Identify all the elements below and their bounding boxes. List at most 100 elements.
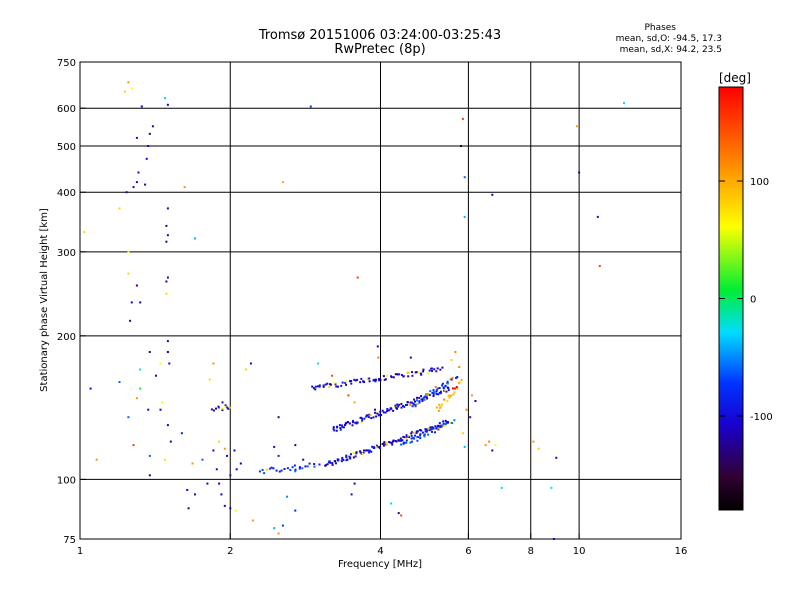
- x-axis-label: Frequency [MHz]: [338, 559, 422, 570]
- data-point: [446, 421, 449, 424]
- data-point: [400, 514, 403, 517]
- data-point: [368, 451, 370, 454]
- data-point: [418, 396, 421, 399]
- data-point: [375, 446, 378, 449]
- data-point: [384, 411, 387, 414]
- plot-area: [79, 61, 682, 540]
- data-point: [218, 440, 221, 443]
- data-point: [420, 372, 422, 375]
- data-point: [537, 447, 540, 450]
- data-point: [212, 449, 215, 452]
- data-point: [434, 425, 437, 428]
- data-point: [318, 384, 321, 387]
- data-point: [221, 409, 224, 412]
- data-point: [381, 409, 384, 412]
- data-point: [471, 394, 473, 397]
- data-point: [416, 402, 419, 405]
- data-point: [451, 421, 454, 424]
- data-point: [440, 424, 443, 427]
- data-point: [291, 466, 294, 469]
- data-point: [223, 447, 226, 450]
- chart-subtitle: RwPretec (8p): [334, 42, 425, 57]
- data-point: [383, 378, 386, 381]
- data-point: [356, 378, 359, 381]
- data-point: [378, 379, 381, 382]
- data-point: [427, 393, 430, 396]
- data-point: [280, 469, 283, 472]
- data-point: [139, 387, 142, 390]
- data-point: [352, 456, 355, 459]
- data-point: [312, 387, 315, 390]
- data-point: [431, 428, 434, 431]
- data-point: [532, 440, 535, 443]
- data-point: [376, 345, 379, 348]
- data-point: [361, 419, 364, 422]
- data-point: [491, 193, 494, 196]
- data-point: [550, 486, 553, 489]
- data-point: [118, 207, 121, 210]
- data-point: [229, 507, 232, 510]
- data-point: [220, 493, 223, 496]
- data-point: [454, 351, 457, 353]
- data-point: [215, 468, 218, 471]
- data-point: [148, 454, 151, 457]
- data-point: [161, 401, 163, 404]
- data-point: [439, 392, 442, 395]
- data-point: [388, 441, 391, 443]
- data-point: [458, 381, 461, 384]
- data-point: [263, 472, 266, 475]
- data-point: [394, 373, 397, 376]
- y-tick-label: 600: [57, 104, 76, 115]
- data-point: [166, 103, 169, 106]
- data-point: [147, 408, 150, 411]
- data-point: [340, 460, 343, 463]
- data-point: [575, 125, 578, 128]
- data-point: [437, 409, 440, 412]
- data-point: [289, 469, 292, 471]
- x-tick-label: 4: [377, 546, 383, 557]
- data-point: [349, 380, 351, 383]
- data-point: [351, 421, 354, 424]
- data-point: [426, 397, 429, 400]
- data-point: [422, 368, 425, 371]
- data-point: [293, 464, 296, 467]
- data-point: [424, 430, 427, 433]
- data-point: [382, 442, 385, 445]
- data-point: [396, 373, 399, 376]
- data-point: [435, 426, 438, 429]
- data-point: [409, 441, 412, 444]
- data-point: [130, 301, 133, 304]
- data-point: [331, 462, 334, 465]
- data-point: [390, 407, 393, 410]
- data-point: [165, 280, 168, 283]
- data-point: [451, 377, 454, 380]
- data-point: [430, 367, 433, 370]
- data-point: [332, 426, 335, 429]
- data-point: [339, 426, 342, 429]
- data-point: [360, 421, 363, 424]
- data-point: [368, 377, 371, 380]
- data-point: [328, 460, 331, 463]
- data-point: [439, 390, 442, 393]
- x-tick-label: 2: [227, 546, 233, 557]
- data-point: [194, 493, 196, 496]
- data-point: [393, 405, 396, 408]
- data-point: [334, 460, 337, 462]
- data-point: [155, 374, 157, 377]
- data-point: [309, 105, 312, 108]
- data-point: [314, 385, 317, 388]
- data-point: [347, 394, 350, 397]
- data-point: [118, 381, 121, 383]
- data-point: [431, 370, 433, 372]
- data-point: [374, 408, 376, 411]
- data-point: [183, 186, 186, 189]
- data-point: [378, 445, 381, 448]
- data-point: [578, 171, 581, 174]
- data-point: [447, 389, 450, 392]
- data-point: [469, 416, 472, 419]
- data-point: [135, 284, 138, 287]
- data-point: [414, 434, 417, 437]
- data-point: [363, 381, 366, 384]
- data-point: [439, 424, 442, 427]
- data-point: [416, 439, 419, 442]
